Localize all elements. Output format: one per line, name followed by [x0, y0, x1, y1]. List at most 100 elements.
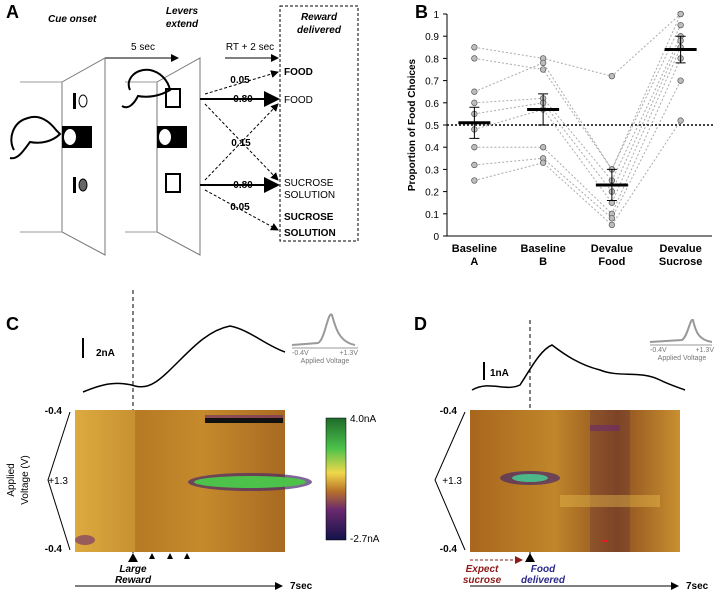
- inset-label: +1.3V: [696, 347, 715, 354]
- colorbar: [325, 417, 347, 541]
- light: [73, 93, 76, 109]
- lever-slot: [78, 178, 88, 192]
- current-trace: [471, 344, 686, 391]
- stage-label: delivered: [297, 25, 342, 36]
- voltage-label: +1.3: [48, 476, 68, 487]
- probability: 0.80: [233, 94, 253, 105]
- heatmap-blob: [75, 535, 95, 545]
- event-marker: [128, 553, 138, 562]
- subject-line: [474, 120, 682, 226]
- outcome: FOOD: [284, 67, 313, 78]
- outcome: SUCROSE: [284, 212, 334, 223]
- subject-point: [539, 144, 547, 151]
- subject-point: [608, 215, 616, 222]
- rat: [9, 116, 62, 160]
- event-label: Expect: [466, 564, 499, 575]
- arrow: [204, 189, 279, 231]
- subject-point: [471, 161, 478, 169]
- colorbar-label: 4.0nA: [350, 414, 376, 425]
- voltage-label: -0.4: [45, 544, 63, 555]
- heatmap-blob: [512, 474, 548, 482]
- outcome: SOLUTION: [284, 228, 336, 239]
- x-tick-label: Devalue: [660, 243, 702, 255]
- outcome: SUCROSE: [284, 178, 334, 189]
- current-trace: [82, 325, 286, 393]
- panel-letter: B: [415, 2, 428, 22]
- inset-label: -0.4V: [292, 350, 309, 357]
- delay-label: 5 sec: [131, 42, 155, 53]
- event-label: Reward: [115, 575, 152, 586]
- subject-line: [474, 13, 681, 77]
- subject-point: [677, 77, 684, 84]
- port-light: [64, 129, 76, 145]
- probability: 0.05: [230, 202, 250, 213]
- colorbar-label: -2.7nA: [350, 534, 380, 545]
- panel-c: C 2nA -0.4V +1.3V Applied Voltage -0.4 +…: [6, 290, 380, 590]
- event-marker: [149, 553, 155, 559]
- subject-point: [608, 73, 616, 80]
- x-tick-label: Food: [598, 256, 625, 268]
- chamber-wall: [61, 57, 106, 256]
- heatmap-blob: [194, 476, 306, 488]
- subject-point: [539, 159, 547, 166]
- time-label: 7sec: [290, 581, 313, 590]
- voltage-label: -0.4: [45, 406, 63, 417]
- stage-label: Reward: [301, 12, 338, 23]
- subject-line: [474, 47, 682, 204]
- subject-point: [677, 117, 684, 124]
- y-tick-label: 0.3: [425, 165, 439, 176]
- voltage-label: -0.4: [440, 544, 458, 555]
- y-tick-label: 0: [433, 232, 439, 243]
- voltage-label: -0.4: [440, 406, 458, 417]
- subject-line: [474, 24, 682, 171]
- voltage-title: Applied: [6, 463, 17, 496]
- panel-letter: A: [6, 2, 19, 22]
- subject-point: [471, 88, 478, 95]
- x-tick-label: Sucrose: [659, 256, 702, 268]
- delay-label: RT + 2 sec: [226, 42, 274, 53]
- rat: [121, 68, 172, 109]
- inset-label: -0.4V: [650, 347, 667, 354]
- heatmap-band: [560, 495, 660, 507]
- y-tick-label: 1: [433, 10, 439, 21]
- y-tick-label: 0.4: [425, 143, 439, 154]
- inset-label: Applied Voltage: [301, 358, 350, 365]
- subject-line: [474, 58, 682, 215]
- voltage-bracket: [47, 411, 71, 551]
- panel-a: A Cue onset Levers extend Reward deliver…: [6, 2, 359, 256]
- event-marker: [525, 553, 535, 562]
- scale-label: 2nA: [96, 348, 115, 359]
- x-tick-label: Baseline: [452, 243, 497, 255]
- event-label: Food: [531, 564, 556, 575]
- subject-line: [474, 13, 682, 171]
- subject-point: [677, 10, 684, 18]
- stage-label: Levers: [166, 6, 199, 17]
- outcome: FOOD: [284, 95, 313, 106]
- x-tick-label: A: [470, 256, 478, 268]
- inset-label: Applied Voltage: [658, 355, 707, 362]
- panel-letter: C: [6, 314, 19, 334]
- heatmap-band: [75, 410, 135, 552]
- subject-point: [471, 44, 478, 51]
- subject-point: [471, 99, 478, 106]
- subject-point: [539, 66, 547, 73]
- subject-point: [471, 144, 478, 151]
- subject-point: [471, 55, 478, 62]
- x-tick-label: B: [539, 256, 547, 268]
- probability: 0.15: [231, 138, 251, 149]
- arrow: [204, 103, 279, 181]
- time-label: 7sec: [686, 581, 709, 590]
- outcome: SOLUTION: [284, 190, 335, 201]
- y-tick-label: 0.7: [425, 77, 439, 88]
- panel-b: B Proportion of Food Choices 0 0.1 0.2 0.3 0…: [407, 2, 713, 268]
- subject-point: [471, 177, 478, 184]
- subject-line: [474, 80, 682, 220]
- heatmap-band: [590, 410, 630, 552]
- event-marker: [184, 553, 190, 559]
- y-tick-label: 0.5: [425, 121, 439, 132]
- voltage-title: Voltage (V): [20, 455, 31, 504]
- event-label: sucrose: [463, 575, 502, 586]
- heatmap-band: [205, 418, 283, 423]
- port-light: [159, 129, 171, 145]
- heatmap-band: [590, 425, 620, 431]
